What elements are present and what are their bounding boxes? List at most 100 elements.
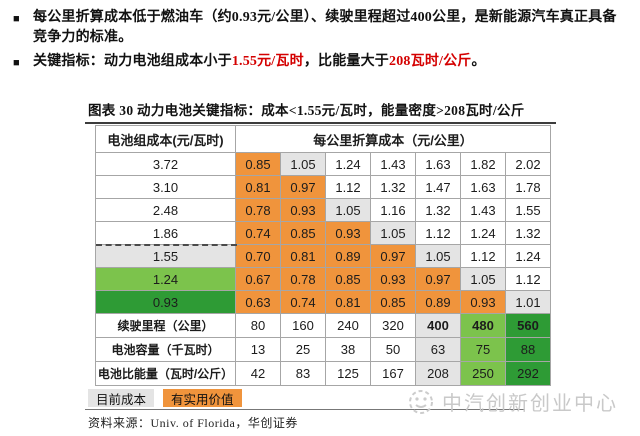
table-cell: 0.93	[371, 268, 416, 291]
table-cell: 1.32	[506, 222, 551, 245]
table-cell: 240	[326, 314, 371, 338]
table-cell: 续驶里程（公里）	[96, 314, 236, 338]
table-cell: 3.10	[96, 176, 236, 199]
table-cell: 1.63	[416, 153, 461, 176]
table-cell: 0.74	[281, 291, 326, 314]
table-cell: 0.81	[326, 291, 371, 314]
cost-table-row: 1.24 0.67 0.78 0.85 0.93 0.97 1.05 1.12	[96, 268, 551, 291]
indicator-table: 电池组成本(元/瓦时) 每公里折算成本（元/公里） 3.72 0.85 1.05 1.…	[95, 125, 551, 386]
bullet-item-2: ■ 关键指标：动力电池组成本小于1.55元/瓦时，比能量大于208瓦时/公斤。	[13, 52, 629, 72]
table-cell: 电池容量（千瓦时）	[96, 338, 236, 362]
table-cell: 0.81	[236, 176, 281, 199]
table-cell: 480	[461, 314, 506, 338]
table-cell: 1.24	[96, 268, 236, 291]
table-cell: 2.48	[96, 199, 236, 222]
table-cell: 0.70	[236, 245, 281, 268]
table-cell: 0.78	[281, 268, 326, 291]
cost-table-row: 1.86 0.74 0.85 0.93 1.05 1.12 1.24 1.32	[96, 222, 551, 245]
table-cell: 电池比能量（瓦时/公斤）	[96, 362, 236, 386]
table-cell: 1.63	[461, 176, 506, 199]
table-cell: 0.85	[371, 291, 416, 314]
table-cell: 13	[236, 338, 281, 362]
table-cell: 1.05	[371, 222, 416, 245]
table-cell: 0.85	[326, 268, 371, 291]
table-cell: 0.63	[236, 291, 281, 314]
table-cell: 0.93	[96, 291, 236, 314]
table-cell: 1.32	[371, 176, 416, 199]
table-cell: 1.05	[461, 268, 506, 291]
table-cell: 0.85	[281, 222, 326, 245]
bullet-2-text-part: 关键指标：动力电池组成本小于	[33, 54, 232, 69]
legend: 目前成本 有实用价值	[88, 389, 242, 407]
table-cell: 0.93	[281, 199, 326, 222]
table-cell: 0.81	[281, 245, 326, 268]
table-cell: 75	[461, 338, 506, 362]
cost-table-row: 1.55 0.70 0.81 0.89 0.97 1.05 1.12 1.24	[96, 245, 551, 268]
table-cell: 88	[506, 338, 551, 362]
table-cell: 1.24	[326, 153, 371, 176]
table-cell: 0.89	[326, 245, 371, 268]
bullet-square-icon: ■	[13, 57, 20, 69]
figure-title: 图表 30 动力电池关键指标：成本<1.55元/瓦时，能量密度>208瓦时/公斤	[88, 103, 525, 118]
metric-table-row: 续驶里程（公里） 80 160 240 320 400 480 560	[96, 314, 551, 338]
bullet-2-red-cost: 1.55元/瓦时	[231, 54, 304, 69]
table-cell: 1.78	[506, 176, 551, 199]
table-cell: 1.47	[416, 176, 461, 199]
bullet-2-text-part: ，比能量大于	[303, 54, 390, 69]
figure-title-block: 图表 30 动力电池关键指标：成本<1.55元/瓦时，能量密度>208瓦时/公斤	[85, 99, 556, 124]
table-cell: 1.82	[461, 153, 506, 176]
table-cell: 1.12	[326, 176, 371, 199]
watermark-text: 中汽创新创业中心	[442, 392, 618, 415]
table-cell: 160	[281, 314, 326, 338]
table-cell: 0.85	[236, 153, 281, 176]
metric-table-row: 电池容量（千瓦时） 13 25 38 50 63 75 88	[96, 338, 551, 362]
table-cell: 250	[461, 362, 506, 386]
table-cell: 0.93	[326, 222, 371, 245]
table-cell: 1.01	[506, 291, 551, 314]
table-cell: 1.24	[461, 222, 506, 245]
table-cell: 208	[416, 362, 461, 386]
bullet-list: ■ 每公里折算成本低于燃油车（约0.93元/公里）、续驶里程超过400公里，是新能…	[13, 8, 629, 72]
smiley-face-icon	[409, 390, 433, 414]
watermark: 中汽创新创业中心	[406, 386, 618, 416]
table-cell: 1.12	[461, 245, 506, 268]
table-cell: 0.67	[236, 268, 281, 291]
bullet-2-red-density: 208瓦时/公斤	[389, 54, 472, 69]
table-cell: 560	[506, 314, 551, 338]
table-cell: 38	[326, 338, 371, 362]
table-cell: 1.55	[96, 245, 236, 268]
table-cell: 1.16	[371, 199, 416, 222]
table-cell: 1.12	[416, 222, 461, 245]
source-note: 资料来源：Univ. of Florida，华创证券	[88, 416, 298, 430]
table-header-pack-cost: 电池组成本(元/瓦时)	[96, 126, 236, 153]
table-cell: 0.97	[281, 176, 326, 199]
table-cell: 1.24	[506, 245, 551, 268]
table-cell: 167	[371, 362, 416, 386]
table-cell: 80	[236, 314, 281, 338]
bullet-square-icon: ■	[13, 13, 20, 25]
cost-table-row: 3.72 0.85 1.05 1.24 1.43 1.63 1.82 2.02	[96, 153, 551, 176]
table-cell: 1.05	[281, 153, 326, 176]
table-cell: 50	[371, 338, 416, 362]
table-cell: 63	[416, 338, 461, 362]
table-cell: 400	[416, 314, 461, 338]
table-cell: 292	[506, 362, 551, 386]
legend-chip-current-cost: 目前成本	[88, 389, 155, 407]
legend-chip-practical-value: 有实用价值	[163, 389, 242, 407]
table-cell: 1.05	[416, 245, 461, 268]
cost-table-row: 0.93 0.63 0.74 0.81 0.85 0.89 0.93 1.01	[96, 291, 551, 314]
table-cell: 1.32	[416, 199, 461, 222]
bullet-item-1: ■ 每公里折算成本低于燃油车（约0.93元/公里）、续驶里程超过400公里，是新能…	[13, 8, 629, 48]
table-cell: 0.97	[371, 245, 416, 268]
table-header-row: 电池组成本(元/瓦时) 每公里折算成本（元/公里）	[96, 126, 551, 153]
table-body: 3.72 0.85 1.05 1.24 1.43 1.63 1.82 2.02 3.10 0.81…	[96, 153, 551, 386]
bullet-1-text: 每公里折算成本低于燃油车（约0.93元/公里）、续驶里程超过400公里，是新能源…	[33, 10, 617, 45]
table-cell: 0.78	[236, 199, 281, 222]
table-cell: 42	[236, 362, 281, 386]
table-cell: 1.55	[506, 199, 551, 222]
table-cell: 0.89	[416, 291, 461, 314]
table-cell: 1.12	[506, 268, 551, 291]
table-cell: 125	[326, 362, 371, 386]
table-cell: 83	[281, 362, 326, 386]
table-cell: 0.74	[236, 222, 281, 245]
